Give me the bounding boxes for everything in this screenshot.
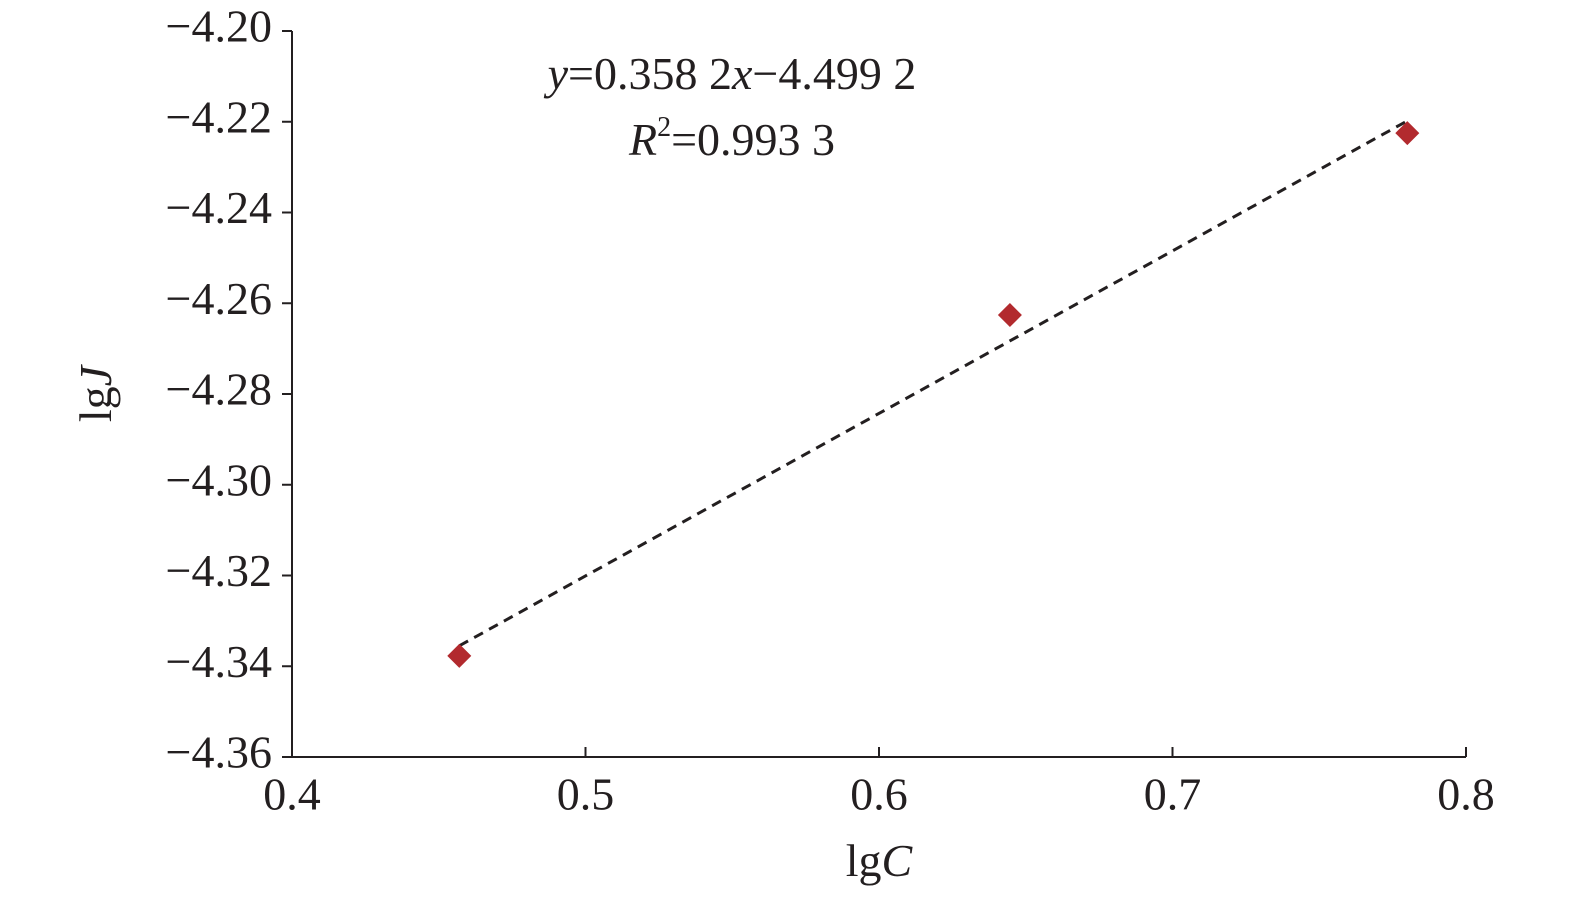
x-tick-label: 0.8 (1437, 769, 1495, 820)
text-part: lg (70, 386, 121, 422)
y-tick-label: −4.36 (166, 727, 272, 778)
annotation: y=0.358 2x−4.499 2 (544, 48, 917, 99)
text-part: 2 (657, 112, 671, 143)
y-tick-label: −4.20 (166, 1, 272, 52)
annotation: R2=0.993 3 (628, 112, 835, 164)
data-point (1395, 121, 1420, 146)
y-tick-label: −4.22 (166, 91, 272, 142)
data-point (997, 303, 1022, 328)
text-part: lg (846, 835, 882, 886)
text-part: C (882, 835, 914, 886)
x-tick-label: 0.4 (263, 769, 321, 820)
y-tick-label: −4.34 (166, 636, 272, 687)
y-tick-label: −4.26 (166, 273, 272, 324)
text-part: R (628, 114, 657, 165)
text-part: J (70, 363, 121, 386)
x-tick-label: 0.6 (850, 769, 908, 820)
x-axis-label: lgC (846, 835, 914, 886)
text-part: y (544, 48, 569, 99)
text-part: =0.358 2 (568, 48, 732, 99)
text-part: =0.993 3 (671, 114, 835, 165)
y-tick-label: −4.28 (166, 364, 272, 415)
text-part: −4.499 2 (752, 48, 916, 99)
x-tick-label: 0.5 (557, 769, 615, 820)
data-point (447, 643, 472, 668)
trendline (458, 119, 1409, 648)
y-axis-label: lgJ (70, 363, 121, 422)
y-tick-label: −4.32 (166, 545, 272, 596)
y-tick-label: −4.24 (166, 182, 272, 233)
y-tick-label: −4.30 (166, 454, 272, 505)
text-part: x (731, 48, 753, 99)
x-tick-label: 0.7 (1144, 769, 1202, 820)
